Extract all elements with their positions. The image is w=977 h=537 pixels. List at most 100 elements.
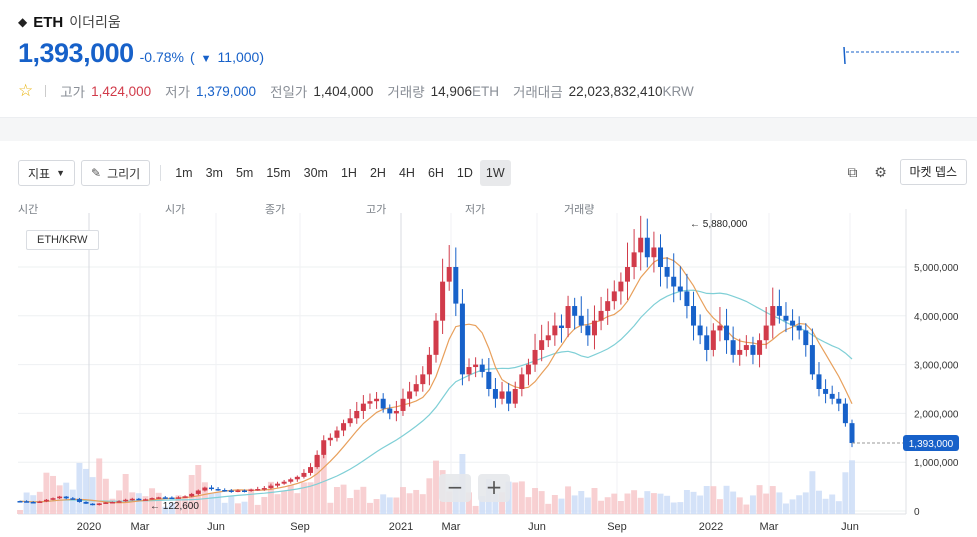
volume-bar	[135, 493, 142, 514]
candle-body	[691, 306, 697, 326]
volume-bar	[102, 478, 109, 514]
x-tick-label: Sep	[290, 521, 310, 533]
volume-bar	[558, 498, 565, 514]
candle-body	[109, 501, 115, 504]
volume-unit: ETH	[471, 83, 499, 99]
volume-bar	[400, 487, 406, 514]
prev-close-value: 1,404,000	[313, 83, 374, 99]
volume-bar	[835, 501, 842, 514]
high-label: 고가	[60, 85, 86, 100]
candle-body	[136, 498, 142, 501]
market-depth-button[interactable]: 마켓 뎁스	[899, 159, 967, 185]
volume-bar	[492, 493, 499, 514]
zoom-in-button[interactable]	[478, 474, 510, 502]
candle-body	[479, 364, 485, 372]
interval-1h[interactable]: 1H	[340, 166, 357, 180]
candle-body	[776, 306, 782, 316]
zoom-in-button-icon: +	[486, 475, 503, 499]
volume-bar	[287, 485, 294, 514]
interval-5m[interactable]: 5m	[235, 166, 254, 180]
volume-bar	[433, 460, 439, 514]
candle-body	[90, 503, 96, 506]
favorite-star-icon[interactable]: ☆	[18, 81, 34, 100]
x-tick-label: Mar	[131, 521, 150, 533]
x-tick-label: 2022	[699, 521, 723, 533]
volume-bar	[551, 495, 558, 514]
candle-body	[37, 501, 43, 503]
candle-body	[103, 502, 109, 504]
zoom-out-button-icon: −	[447, 475, 464, 499]
volume-bar	[393, 497, 400, 514]
candle-body	[162, 497, 168, 499]
interval-2h[interactable]: 2H	[369, 166, 386, 180]
interval-1w[interactable]: 1W	[479, 160, 511, 186]
x-tick-label: 2021	[389, 521, 413, 533]
y-tick-label: 1,000,000	[914, 458, 959, 469]
chart-toolbar: 지표 ▼ ✎ 그리기 1m 3m 5m 15m 30m 1H 2H 4H 6H …	[18, 159, 967, 187]
candle-body	[327, 437, 333, 441]
candle-body	[156, 497, 162, 499]
candle-body	[453, 267, 459, 304]
volume-bar	[763, 493, 770, 514]
candle-body	[189, 493, 195, 497]
volume-bar	[373, 499, 380, 514]
zoom-out-button[interactable]	[439, 474, 471, 502]
volume-bar	[479, 496, 486, 514]
mini-sparkline	[843, 46, 960, 65]
volume-bar	[743, 504, 750, 514]
draw-button[interactable]: ✎ 그리기	[81, 160, 151, 186]
y-tick-label: 0	[914, 507, 920, 518]
interval-15m[interactable]: 15m	[266, 166, 291, 180]
candle-body	[829, 393, 835, 399]
volume-bar	[162, 506, 169, 514]
x-tick-label: Jun	[528, 521, 546, 533]
volume-bar	[598, 500, 605, 514]
volume-bar	[314, 456, 321, 514]
popout-icon[interactable]: ⧉	[847, 163, 858, 180]
ma-long-line	[19, 289, 853, 503]
volume-bar	[650, 493, 657, 514]
candle-body	[618, 281, 624, 292]
candle-body	[486, 371, 492, 389]
volume-bar	[254, 504, 261, 514]
interval-4h[interactable]: 4H	[398, 166, 415, 180]
candle-body	[261, 488, 267, 490]
candle-body	[17, 501, 23, 503]
volume-bar	[43, 472, 50, 514]
candle-body	[420, 374, 426, 385]
candle-body	[697, 325, 703, 336]
volume-bar	[234, 503, 241, 514]
volume-bar	[261, 497, 268, 514]
candle-body	[182, 496, 188, 498]
volume-bar	[657, 493, 664, 514]
interval-3m[interactable]: 3m	[205, 166, 223, 180]
interval-1d[interactable]: 1D	[456, 166, 473, 180]
candle-body	[473, 364, 479, 368]
volume-bar	[730, 491, 737, 514]
indicator-label: 지표	[28, 166, 51, 181]
candle-body	[301, 472, 307, 477]
volume-bar	[23, 492, 30, 514]
interval-30m[interactable]: 30m	[303, 166, 328, 180]
y-tick-label: 3,000,000	[914, 361, 959, 372]
candle-body	[314, 454, 320, 468]
candle-body	[704, 335, 710, 350]
candle-body	[63, 496, 69, 499]
volume-bar	[281, 491, 288, 514]
interval-1m[interactable]: 1m	[175, 166, 193, 180]
candle-body	[710, 330, 716, 350]
candle-body	[624, 267, 631, 282]
volume-bar	[340, 484, 347, 514]
legend-low: 저가	[465, 204, 486, 216]
interval-6h[interactable]: 6H	[427, 166, 444, 180]
toolbar-right: ⧉ ⚙ 마켓 뎁스	[844, 159, 967, 185]
stats-row: ☆ 고가 1,424,000 저가 1,379,000 전일가 1,404,00…	[18, 81, 694, 101]
legend-open: 시가	[165, 204, 186, 216]
price-chart[interactable]: 5,000,000 4,000,000 3,000,000 2,000,000 1,00…	[0, 141, 977, 537]
indicator-dropdown[interactable]: 지표 ▼	[18, 160, 76, 186]
volume-bar	[703, 486, 710, 514]
candle-body	[407, 391, 413, 399]
volume-bar	[756, 485, 763, 514]
volume-bar	[637, 497, 644, 514]
gear-icon[interactable]: ⚙	[874, 163, 887, 180]
